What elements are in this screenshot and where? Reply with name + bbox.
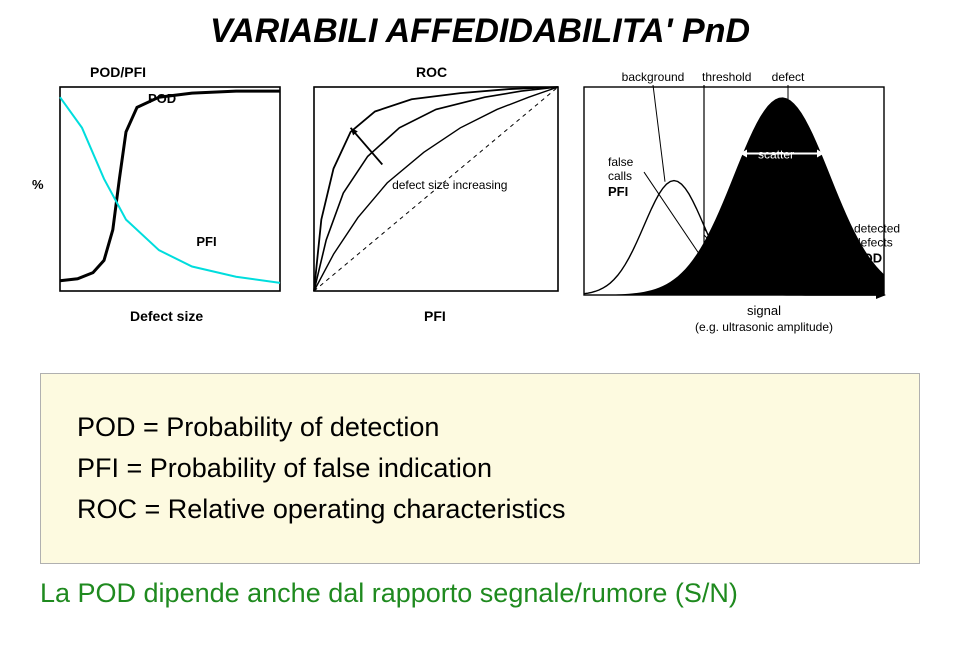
svg-text:ROC: ROC [416,64,447,80]
svg-text:defect: defect [772,70,805,84]
svg-text:background: background [622,70,685,84]
svg-text:PFI: PFI [196,234,216,249]
svg-text:false: false [608,155,634,169]
svg-text:signal: signal [747,303,781,318]
distribution-chart: threshold background defect falsecallsPFI de… [570,59,950,349]
svg-text:scatter: scatter [758,148,794,162]
svg-text:POD: POD [148,91,176,106]
svg-text:%: % [32,177,44,192]
svg-text:threshold: threshold [702,70,751,84]
svg-text:PFI: PFI [608,184,628,199]
definition-pod: POD = Probability of detection [77,412,883,443]
definitions-box: POD = Probability of detection PFI = Pro… [40,373,920,564]
definition-roc: ROC = Relative operating characteristics [77,494,883,525]
definition-pfi: PFI = Probability of false indication [77,453,883,484]
svg-text:PFI: PFI [424,308,446,324]
svg-text:POD: POD [854,251,882,266]
svg-text:POD/PFI: POD/PFI [90,64,146,80]
pod-pfi-chart: POD/PFI% Defect size POD PFI [20,59,290,349]
svg-text:(e.g. ultrasonic amplitude): (e.g. ultrasonic amplitude) [695,320,833,334]
charts-row: POD/PFI% Defect size POD PFI ROC PFI defect s… [0,59,960,349]
svg-text:defects: defects [854,236,893,250]
svg-text:Defect size: Defect size [130,308,203,324]
svg-text:defect size increasing: defect size increasing [392,178,507,192]
page-title: VARIABILI AFFEDIDABILITA' PnD [0,0,960,59]
svg-text:detected: detected [854,222,900,236]
roc-chart: ROC PFI defect size increasing [290,59,570,349]
footer-note: La POD dipende anche dal rapporto segnal… [40,578,920,609]
svg-text:calls: calls [608,169,632,183]
